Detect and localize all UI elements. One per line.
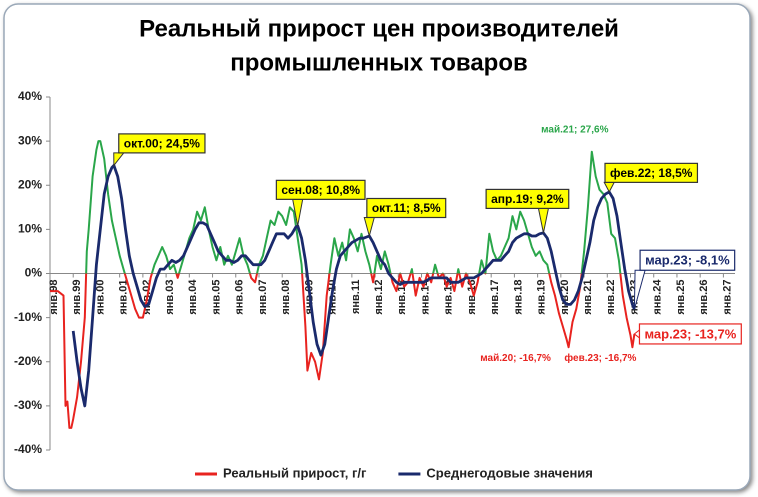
- legend-label: Среднегодовые значения: [426, 465, 592, 480]
- x-tick-label: янв.08: [280, 280, 292, 315]
- annotation-box: [604, 162, 699, 183]
- x-tick-label: янв.25: [675, 280, 687, 315]
- series-line: [71, 164, 636, 408]
- x-tick-label: янв.03: [164, 280, 176, 315]
- annotation-box: [639, 249, 736, 271]
- x-tick-label: янв.99: [71, 280, 83, 315]
- y-tick-label: -40%: [14, 442, 42, 456]
- x-tick-label: янв.22: [605, 280, 617, 315]
- y-tick-label: -20%: [14, 354, 42, 368]
- x-tick-label: янв.24: [652, 279, 664, 315]
- annotation: окт.11; 8,5%: [372, 201, 441, 215]
- y-tick-label: 30%: [18, 133, 42, 147]
- y-tick-label: 0%: [25, 266, 43, 280]
- annotation-box: [485, 188, 570, 210]
- x-tick-label: янв.12: [373, 280, 385, 315]
- y-tick-label: -10%: [14, 310, 42, 324]
- x-tick-label: янв.15: [443, 280, 455, 315]
- x-tick-label: янв.21: [582, 280, 594, 315]
- x-tick-label: янв.14: [419, 279, 431, 315]
- annotation: окт.00; 24,5%: [124, 137, 201, 151]
- x-tick-label: янв.17: [489, 279, 501, 314]
- annotation: фев.22; 18,5%: [610, 166, 693, 180]
- legend-label: Реальный прирост, г/г: [223, 465, 367, 480]
- y-tick-label: 40%: [18, 89, 42, 103]
- annotation: фев.23; -16,7%: [564, 352, 636, 364]
- x-tick-label: янв.01: [118, 280, 130, 315]
- y-tick-label: -30%: [14, 398, 42, 412]
- x-tick-label: янв.26: [698, 280, 710, 315]
- x-tick-label: янв.98: [48, 280, 60, 315]
- chart-title: промышленных товаров: [230, 49, 528, 76]
- x-tick-label: янв.27: [721, 280, 733, 315]
- x-tick-label: янв.19: [536, 280, 548, 315]
- y-tick-label: 20%: [18, 177, 42, 191]
- x-tick-label: янв.13: [396, 280, 408, 315]
- x-tick-label: янв.07: [257, 280, 269, 315]
- chart-frame: [3, 3, 751, 491]
- x-tick-label: янв.05: [210, 280, 222, 315]
- annotation: май.20; -16,7%: [480, 353, 551, 364]
- annotation: апр.19; 9,2%: [491, 192, 564, 206]
- x-tick-label: янв.18: [512, 280, 524, 315]
- x-tick-label: янв.06: [234, 280, 246, 315]
- annotation-box: [118, 133, 206, 154]
- chart-title: Реальный прирост цен производителей: [139, 15, 619, 42]
- annotation-box: [366, 197, 447, 219]
- annotation-box: [275, 179, 366, 200]
- annotation: мар.23; -13,7%: [644, 326, 736, 341]
- series-line: [50, 140, 636, 429]
- annotation-box: [638, 323, 742, 345]
- annotation: мар.23; -8,1%: [645, 253, 730, 268]
- x-tick-label: янв.11: [350, 280, 362, 315]
- annotation: май.21; 27,6%: [541, 124, 608, 135]
- x-tick-label: янв.00: [94, 280, 106, 315]
- x-tick-label: янв.04: [187, 279, 199, 315]
- annotation: сен.08; 10,8%: [281, 183, 360, 197]
- x-tick-label: янв.20: [559, 280, 571, 315]
- y-tick-label: 10%: [18, 222, 42, 236]
